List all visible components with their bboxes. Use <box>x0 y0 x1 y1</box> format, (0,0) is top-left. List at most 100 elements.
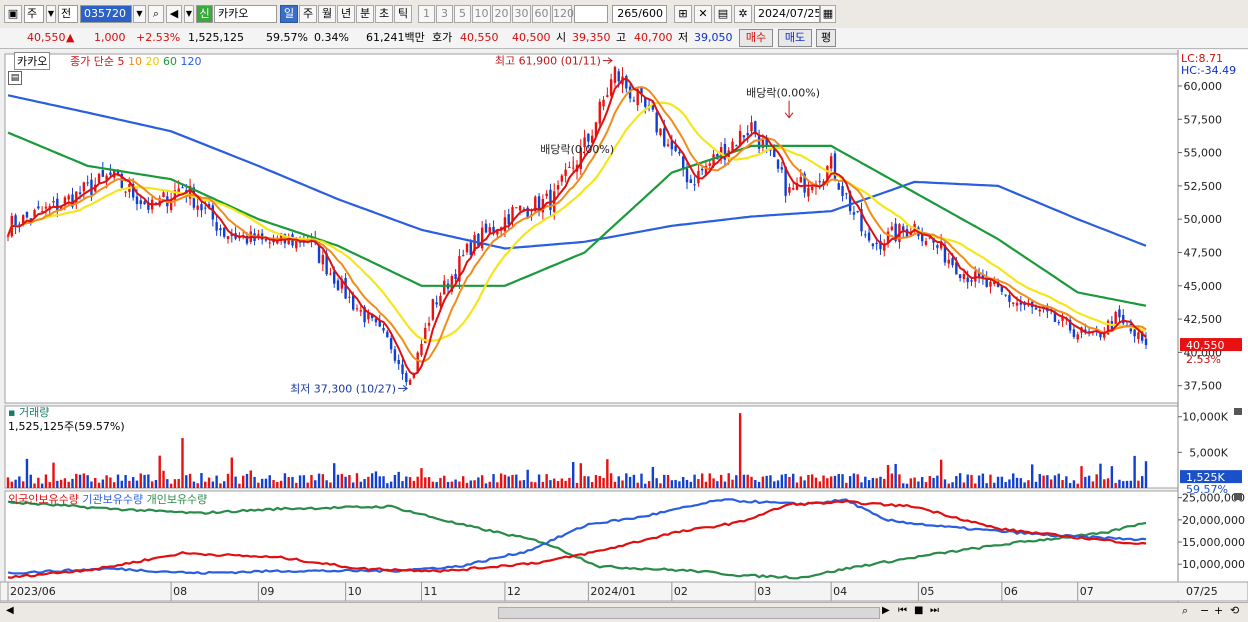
scroll-left-icon[interactable]: ◀ <box>6 605 14 616</box>
count-total: /600 <box>638 7 663 20</box>
candle-body <box>340 279 344 289</box>
speaker-icon[interactable]: ◀ <box>166 5 182 23</box>
chevron-down-icon[interactable]: ▼ <box>133 5 146 23</box>
volume-bar <box>52 462 55 488</box>
num-tab-20[interactable]: 20 <box>492 5 511 23</box>
candle-body <box>147 202 150 210</box>
volume-bar <box>295 482 298 488</box>
candle-body <box>784 166 787 196</box>
volume-bar <box>25 458 29 488</box>
candle-body <box>556 185 560 190</box>
volume-bar <box>594 475 598 488</box>
num-tab-120[interactable]: 120 <box>552 5 574 23</box>
tab-year[interactable]: 년 <box>337 5 355 23</box>
scroll-thumb[interactable] <box>498 607 880 619</box>
candle-body <box>169 199 173 211</box>
volume-bar <box>803 480 806 488</box>
tab-week[interactable]: 주 <box>299 5 317 23</box>
prev-button[interactable]: 전 <box>58 5 78 23</box>
buy-button[interactable]: 매수 <box>739 29 773 47</box>
candle-body <box>52 200 55 203</box>
volume-bar <box>333 463 336 488</box>
calendar-icon[interactable]: ▦ <box>820 5 836 23</box>
candle-body <box>279 233 283 242</box>
volume-bar <box>780 474 784 488</box>
tab-second[interactable]: 초 <box>375 5 393 23</box>
stock-code-input[interactable]: 035720 <box>80 5 132 23</box>
holdings-panel <box>4 490 1179 583</box>
candle-body <box>807 188 810 197</box>
sell-button[interactable]: 매도 <box>778 29 812 47</box>
num-tab-1[interactable]: 1 <box>418 5 435 23</box>
volume-bar <box>158 455 161 488</box>
count-input[interactable]: 265/600 <box>612 5 667 23</box>
dropdown-icon[interactable]: ▼ <box>46 5 56 23</box>
volume-bar <box>886 465 890 488</box>
volume-bar <box>169 483 173 488</box>
stock-chart[interactable]: 37,50040,00042,50045,00047,50050,00052,5… <box>0 50 1248 602</box>
candle-body <box>974 271 977 282</box>
first-icon[interactable]: ⏮ <box>898 605 907 616</box>
zoom-out-icon[interactable]: − <box>1200 604 1210 617</box>
eval-button[interactable]: 평 <box>816 29 836 47</box>
num-tab-60[interactable]: 60 <box>532 5 551 23</box>
bottom-scroll-bar[interactable]: ◀ ▶ ⏮ ■ ⏭ ⌕ − + ⟲ <box>0 602 1248 622</box>
draw-tool-icon[interactable]: ✕ <box>694 5 712 23</box>
volume-bar <box>389 481 393 488</box>
volume-bar <box>776 480 780 488</box>
x-tick-label: 04 <box>833 585 847 598</box>
price-type-label: 종가 단순 <box>70 55 114 68</box>
volume-bar <box>382 476 385 488</box>
zoom-in-icon[interactable]: + <box>1214 604 1224 617</box>
last-icon[interactable]: ⏭ <box>930 605 939 616</box>
num-tab-10[interactable]: 10 <box>472 5 491 23</box>
reset-icon[interactable]: ⟲ <box>1230 604 1240 617</box>
dropdown-icon[interactable]: ▼ <box>184 5 194 23</box>
tab-minute[interactable]: 분 <box>356 5 374 23</box>
menu-icon[interactable]: ▣ <box>4 5 22 23</box>
zoom-icon[interactable]: ⌕ <box>1182 604 1189 617</box>
volume-bar <box>716 481 719 488</box>
chart-type-icon[interactable]: ⊞ <box>674 5 692 23</box>
date-input[interactable]: 2024/07/25 <box>754 5 820 23</box>
candle-body <box>993 281 996 285</box>
custom-period-input[interactable] <box>574 5 608 23</box>
candle-body <box>374 318 378 323</box>
volume-bar <box>1137 480 1140 488</box>
volume-bars <box>6 413 1148 488</box>
low-price: 39,050 <box>694 31 733 44</box>
stop-icon[interactable]: ■ <box>914 605 924 616</box>
candle-body <box>867 232 871 241</box>
num-tab-30[interactable]: 30 <box>512 5 531 23</box>
volume-bar <box>1008 479 1011 488</box>
num-tab-3[interactable]: 3 <box>436 5 453 23</box>
volume-bar <box>226 473 230 488</box>
volume-bar <box>1065 476 1068 488</box>
save-icon[interactable]: ▤ <box>714 5 732 23</box>
tab-tick[interactable]: 틱 <box>394 5 412 23</box>
table-icon[interactable]: ▤ <box>8 71 22 85</box>
volume-bar <box>310 474 313 488</box>
tab-day[interactable]: 일 <box>280 5 298 23</box>
holdings-legend: 외국인보유수량 기관보유수량 개인보유수량 <box>8 491 207 507</box>
volume-bar <box>249 470 252 488</box>
candle-body <box>405 372 408 383</box>
gear-icon[interactable]: ✲ <box>734 5 752 23</box>
volume-bar <box>124 475 127 488</box>
num-tab-5[interactable]: 5 <box>454 5 471 23</box>
tab-month[interactable]: 월 <box>318 5 336 23</box>
candle-body <box>700 168 704 171</box>
volume-bar <box>689 481 692 488</box>
x-tick-label: 12 <box>507 585 521 598</box>
search-icon[interactable]: ⌕ <box>148 5 164 23</box>
volume-title: ▪ 거래량 <box>8 406 50 419</box>
volume-bar <box>279 480 283 488</box>
volume-bar <box>602 477 605 488</box>
scroll-right-icon[interactable]: ▶ <box>882 605 890 616</box>
candle-body <box>386 331 389 338</box>
volume-bar <box>63 478 67 488</box>
candle-body <box>689 179 692 184</box>
chart-title: 카카오 <box>14 52 51 70</box>
candle-body <box>746 133 749 136</box>
period-select[interactable]: 주 <box>24 5 44 23</box>
